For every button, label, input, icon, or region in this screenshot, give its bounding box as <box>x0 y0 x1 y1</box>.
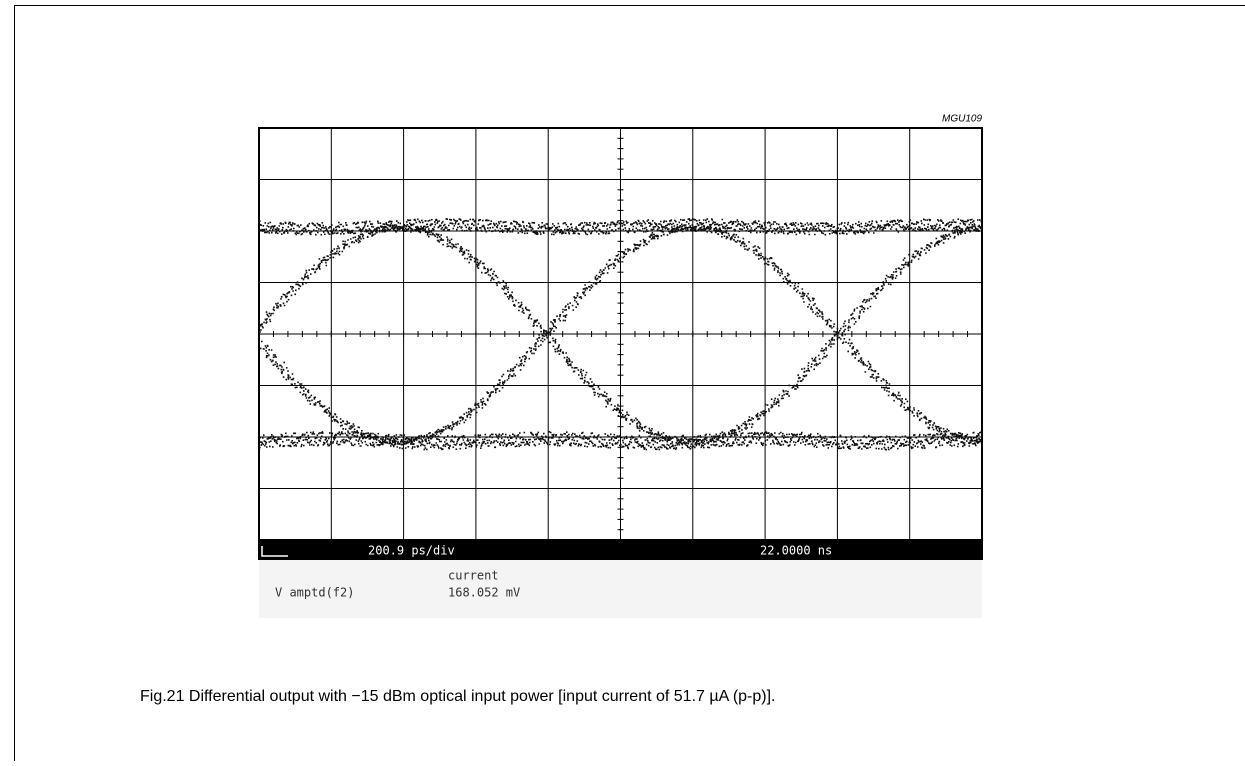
measurement-value: 168.052 mV <box>448 586 520 600</box>
eye-trace <box>259 218 982 451</box>
caption: Fig.21 Differential output with −15 dBm … <box>140 688 776 705</box>
column-header: current <box>448 569 499 583</box>
measurement-name: V amptd(f2) <box>275 586 354 600</box>
figure-code: MGU109 <box>942 114 982 125</box>
scope-status-bar <box>258 540 983 560</box>
trigger-marker <box>261 546 288 557</box>
time-position: 22.0000 ns <box>760 544 832 558</box>
timebase: 200.9 ps/div <box>368 544 455 558</box>
eye-diagram <box>259 218 982 451</box>
readout-area <box>259 560 982 618</box>
